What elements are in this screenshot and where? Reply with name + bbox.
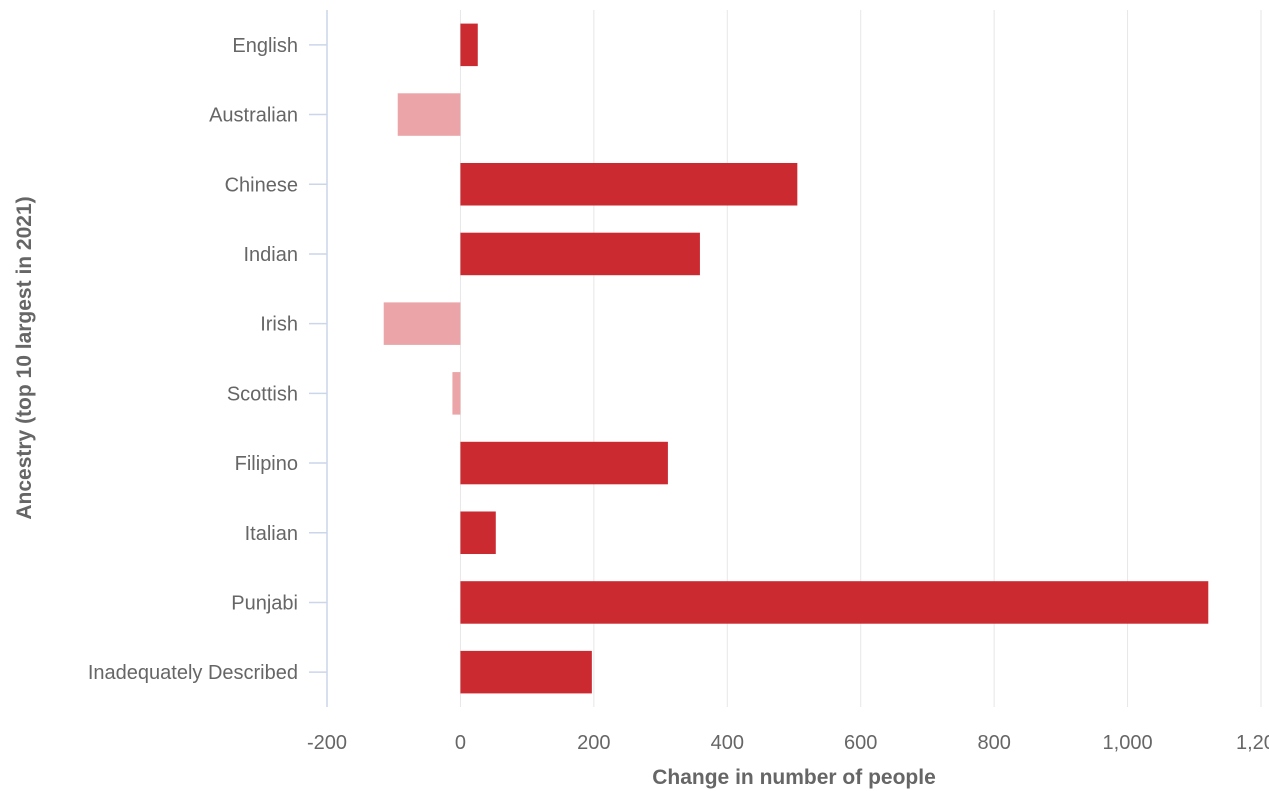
y-tick-label: Punjabi: [231, 592, 298, 614]
x-tick-label: -200: [307, 732, 347, 754]
bar: [452, 372, 460, 415]
bar: [460, 163, 797, 206]
x-tick-label: 800: [977, 732, 1010, 754]
x-axis-title: Change in number of people: [652, 766, 936, 789]
x-tick-label: 0: [455, 732, 466, 754]
bars-layer: [384, 24, 1209, 694]
bar: [460, 442, 667, 485]
y-axis-title: Ancestry (top 10 largest in 2021): [13, 196, 36, 519]
bar: [398, 93, 461, 136]
y-tick-label: Irish: [260, 314, 298, 336]
x-tick-label: 200: [577, 732, 610, 754]
bar: [460, 581, 1208, 624]
y-tick-label: English: [232, 35, 298, 57]
y-tick-label: Italian: [245, 523, 298, 545]
bar: [460, 511, 495, 554]
x-tick-label: 1,000: [1103, 732, 1153, 754]
y-tick-label: Scottish: [227, 383, 298, 405]
y-tick-label: Indian: [244, 244, 299, 266]
y-tick-label: Chinese: [225, 174, 298, 196]
y-tick-label: Australian: [209, 105, 298, 127]
bar: [460, 651, 591, 694]
bar: [460, 24, 477, 67]
axis-layer: -200 0 200 400 600 800 1,000 1,200 English Austra…: [88, 10, 1269, 754]
bar: [460, 233, 700, 276]
x-tick-label: 400: [711, 732, 744, 754]
x-tick-label: 1,200: [1236, 732, 1269, 754]
y-tick-label: Filipino: [235, 453, 298, 475]
y-tick-label: Inadequately Described: [88, 662, 298, 684]
x-tick-label: 600: [844, 732, 877, 754]
bar: [384, 302, 461, 345]
